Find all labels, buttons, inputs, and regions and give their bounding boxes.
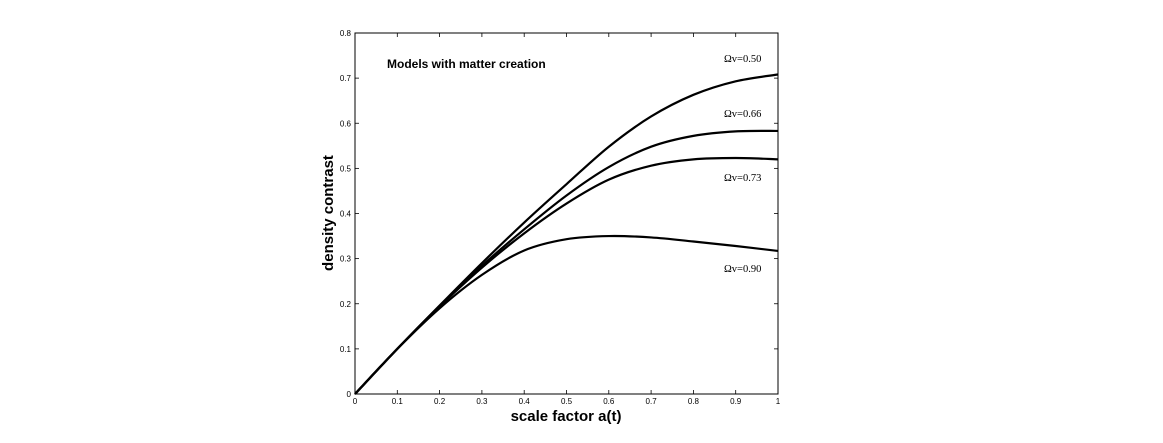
x-axis-label: scale factor a(t) [511, 408, 622, 425]
series-label-omega-073: Ωv=0.73 [724, 173, 761, 184]
x-tick-label: 0.7 [646, 397, 658, 406]
y-tick-label: 0.4 [340, 210, 352, 219]
x-tick-label: 0 [353, 397, 358, 406]
y-axis-ticks: 0 0.1 0.2 0.3 0.4 0.5 0.6 0.7 0.8 [340, 29, 778, 399]
x-tick-label: 0.8 [688, 397, 700, 406]
x-tick-label: 0.1 [392, 397, 404, 406]
series-lines [354, 73, 779, 395]
x-tick-label: 0.6 [603, 397, 615, 406]
chart-title: Models with matter creation [387, 57, 546, 71]
series-label-omega-090: Ωv=0.90 [724, 264, 761, 275]
series-line-3 [354, 234, 779, 395]
x-tick-label: 0.5 [561, 397, 573, 406]
y-tick-label: 0 [347, 390, 352, 399]
series-line-2 [354, 156, 779, 395]
y-tick-label: 0.5 [340, 164, 352, 173]
x-tick-label: 0.2 [434, 397, 446, 406]
x-tick-label: 0.3 [476, 397, 488, 406]
series-line-1 [354, 129, 779, 395]
y-tick-label: 0.6 [340, 119, 352, 128]
x-tick-label: 0.4 [519, 397, 531, 406]
y-tick-label: 0.7 [340, 74, 352, 83]
x-tick-label: 1 [776, 397, 781, 406]
series-label-omega-066: Ωv=0.66 [724, 109, 761, 120]
x-tick-label: 0.9 [730, 397, 742, 406]
y-tick-label: 0.3 [340, 255, 352, 264]
y-tick-label: 0.1 [340, 345, 352, 354]
y-tick-label: 0.8 [340, 29, 352, 38]
x-axis-ticks: 0 0.1 0.2 0.3 0.4 0.5 0.6 0.7 0.8 0.9 1 [353, 33, 781, 406]
series-line-0 [354, 73, 779, 395]
series-label-omega-050: Ωv=0.50 [724, 54, 761, 65]
y-axis-label: density contrast [320, 155, 337, 271]
y-tick-label: 0.2 [340, 300, 352, 309]
